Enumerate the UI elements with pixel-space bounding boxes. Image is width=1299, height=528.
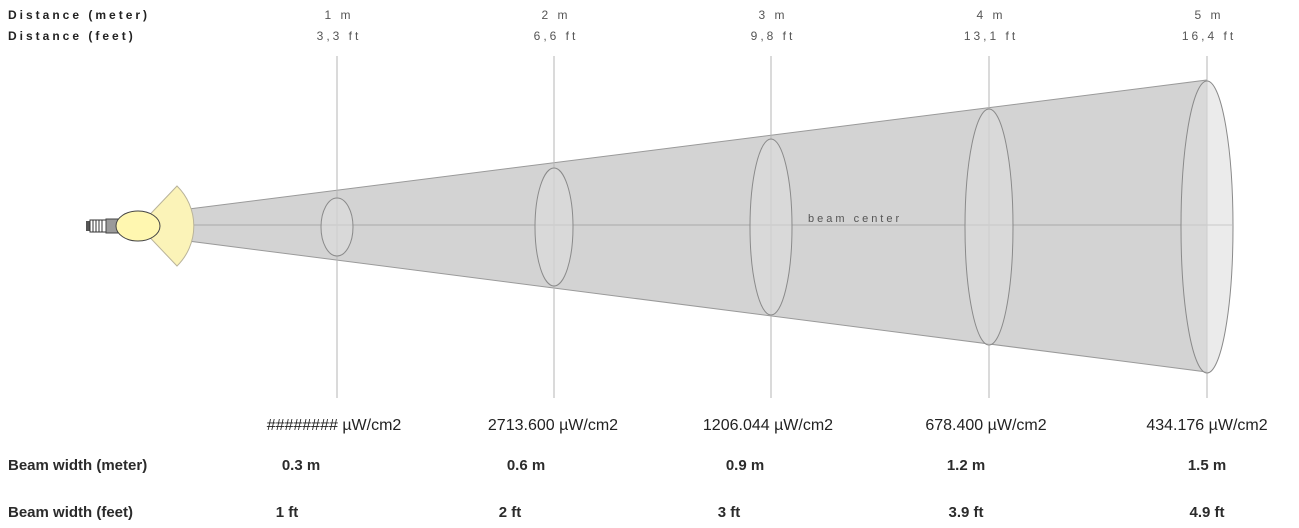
lamp-spread-wedge	[138, 185, 195, 267]
beam-cross-sections	[320, 80, 1234, 374]
beam-section-4m	[964, 108, 1014, 346]
distance-meter-3: 3 m	[758, 8, 787, 22]
lamp-icon	[86, 210, 161, 242]
beam-width-meter-5: 1.5 m	[1188, 457, 1226, 474]
distance-feet-1: 3,3 ft	[317, 29, 362, 43]
beam-width-feet-4: 3.9 ft	[948, 504, 983, 521]
beam-width-meter-4: 1.2 m	[947, 457, 985, 474]
lamp-base-icon	[89, 219, 107, 233]
distance-meter-header: Distance (meter)	[8, 8, 150, 22]
distance-feet-4: 13,1 ft	[964, 29, 1018, 43]
beam-section-1m	[320, 197, 354, 257]
beam-width-feet-5: 4.9 ft	[1189, 504, 1224, 521]
distance-meter-2: 2 m	[541, 8, 570, 22]
beam-width-meter-row: Beam width (meter) 0.3 m 0.6 m 0.9 m 1.2…	[8, 457, 1226, 474]
beam-width-meter-2: 0.6 m	[507, 457, 545, 474]
intensity-value-5: 434.176 µW/cm2	[1146, 417, 1267, 434]
intensity-value-3: 1206.044 µW/cm2	[703, 417, 833, 434]
distance-feet-5: 16,4 ft	[1182, 29, 1236, 43]
beam-width-meter-1: 0.3 m	[282, 457, 320, 474]
distance-meter-1: 1 m	[324, 8, 353, 22]
distance-meter-5: 5 m	[1194, 8, 1223, 22]
beam-section-5m	[1180, 80, 1234, 374]
beam-section-2m	[534, 167, 574, 287]
beam-width-meter-3: 0.9 m	[726, 457, 764, 474]
beam-width-feet-label: Beam width (feet)	[8, 504, 133, 521]
beam-width-meter-label: Beam width (meter)	[8, 457, 147, 474]
intensity-row: ######## µW/cm2 2713.600 µW/cm2 1206.044…	[267, 417, 1268, 434]
distance-meter-4: 4 m	[976, 8, 1005, 22]
intensity-value-2: 2713.600 µW/cm2	[488, 417, 618, 434]
beam-section-3m	[749, 138, 793, 316]
distance-feet-header: Distance (feet)	[8, 29, 136, 43]
beam-center-label: beam center	[808, 213, 902, 225]
beam-width-feet-3: 3 ft	[718, 504, 741, 521]
intensity-value-1: ######## µW/cm2	[267, 417, 402, 434]
intensity-value-4: 678.400 µW/cm2	[925, 417, 1046, 434]
distance-feet-3: 9,8 ft	[751, 29, 796, 43]
lamp-bulb-icon	[115, 210, 161, 242]
beam-width-feet-row: Beam width (feet) 1 ft 2 ft 3 ft 3.9 ft …	[8, 504, 1225, 521]
distance-feet-2: 6,6 ft	[534, 29, 579, 43]
beam-width-feet-2: 2 ft	[499, 504, 522, 521]
beam-width-feet-1: 1 ft	[276, 504, 299, 521]
lamp-pin-icon	[86, 221, 90, 231]
distance-headers: 1 m 3,3 ft 2 m 6,6 ft 3 m 9,8 ft 4 m 13,…	[317, 8, 1236, 43]
